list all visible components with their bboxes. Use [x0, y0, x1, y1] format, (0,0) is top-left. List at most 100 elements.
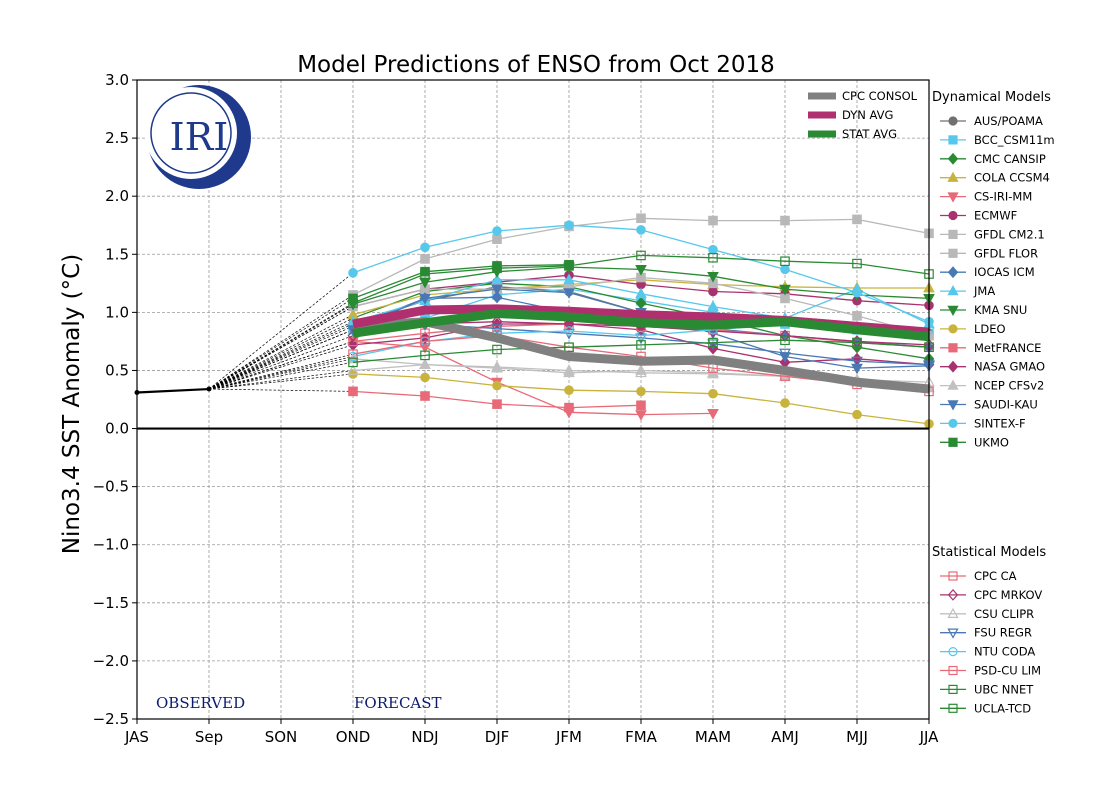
y-tick-label: 0.5	[105, 361, 129, 379]
average-series	[352, 304, 930, 394]
x-tick-label: FMA	[625, 728, 658, 746]
y-tick-label: 1.5	[105, 245, 129, 263]
legend-item-cola-ccsm4: COLA CCSM4	[940, 171, 1050, 185]
data-point	[420, 372, 430, 383]
data-point	[636, 225, 646, 235]
data-point	[491, 273, 503, 285]
legend-label: NTU CODA	[974, 645, 1035, 659]
data-point	[492, 344, 502, 355]
legend-label: SAUDI-KAU	[974, 398, 1038, 412]
data-point	[492, 234, 502, 244]
data-point	[635, 366, 647, 378]
legend-marker	[947, 607, 959, 619]
series-line-cs-iri-mm	[352, 340, 714, 416]
forecast-connectors	[208, 272, 354, 392]
data-point	[780, 293, 790, 304]
data-point	[348, 336, 358, 347]
data-point	[492, 226, 502, 236]
data-point	[851, 356, 863, 368]
series-gfdl-cm2-1	[348, 213, 934, 300]
forecast-connector	[208, 356, 354, 390]
legend-label: UBC NNET	[974, 682, 1034, 696]
legend-label: LDEO	[974, 322, 1006, 336]
forecast-connector	[208, 373, 354, 390]
data-point	[348, 386, 358, 397]
forecast-connector	[208, 344, 354, 390]
data-point	[708, 215, 718, 226]
series-ldeo	[348, 369, 934, 429]
legend-item-cpc-mrkov: CPC MRKOV	[940, 588, 1042, 602]
data-point	[635, 410, 647, 421]
legend-item-gfdl-cm2-1: GFDL CM2.1	[940, 227, 1045, 241]
legend-label: CPC CA	[974, 569, 1017, 583]
y-tick-label: −0.5	[93, 478, 129, 496]
data-point	[420, 350, 430, 361]
data-point	[636, 250, 646, 261]
data-point	[420, 269, 430, 279]
legend-label: CS-IRI-MM	[974, 190, 1032, 204]
legend-label: MetFRANCE	[974, 341, 1041, 355]
legend-marker	[948, 229, 958, 239]
forecast-connector	[208, 361, 354, 390]
legend-item-nasa-gmao: NASA GMAO	[940, 360, 1045, 374]
x-tick-label: OND	[336, 728, 371, 746]
legend-label: KMA SNU	[974, 303, 1027, 317]
data-point	[564, 220, 574, 231]
data-point	[491, 291, 503, 304]
data-point	[564, 342, 574, 353]
legend-item-ubc-nnet: UBC NNET	[940, 682, 1034, 696]
legend-item-fsu-regr: FSU REGR	[940, 626, 1032, 640]
data-point	[780, 256, 790, 267]
logo-ring	[150, 92, 232, 174]
data-point	[348, 268, 358, 278]
data-point	[491, 360, 503, 372]
legend-label-cpc-consol: CPC CONSOL	[842, 89, 918, 103]
observed-line	[136, 387, 210, 394]
legend-label: PSD-CU LIM	[974, 664, 1041, 678]
forecast-connector	[208, 329, 354, 390]
legend-label-stat-avg: STAT AVG	[842, 127, 897, 141]
data-point	[780, 335, 790, 346]
legend-marker	[948, 116, 958, 126]
x-tick-label: JAS	[124, 728, 149, 746]
legend-item-ukmo: UKMO	[940, 435, 1009, 449]
x-tick-label: SON	[265, 728, 298, 746]
data-point	[708, 286, 718, 297]
legend-marker	[947, 192, 959, 203]
data-point	[636, 330, 646, 341]
data-point	[852, 311, 862, 321]
data-point	[707, 300, 719, 311]
series-line-ubc-nnet	[352, 339, 930, 363]
dynamical-models-legend: Dynamical Models AUS/POAMA BCC_CSM11m CMC C…	[932, 90, 1055, 449]
y-axis-label: Nino3.4 SST Anomaly (°C)	[59, 254, 85, 554]
data-point	[348, 357, 358, 368]
data-point	[708, 388, 718, 399]
legend-marker	[948, 703, 958, 713]
data-point	[492, 380, 502, 391]
logo-inner-disc	[145, 87, 237, 179]
legend-label: UCLA-TCD	[974, 701, 1031, 715]
legend-marker	[948, 665, 958, 676]
legend-marker	[947, 152, 959, 165]
observed-series	[134, 386, 212, 396]
data-point	[852, 409, 862, 420]
statistical-models-legend: Statistical Models CPC CA CPC MRKOV CSU CLI…	[932, 545, 1046, 715]
data-point	[779, 348, 791, 360]
forecast-connector	[208, 314, 354, 390]
y-tick-label: −1.5	[93, 594, 129, 612]
legend-marker	[948, 684, 958, 695]
legend-marker	[947, 628, 959, 639]
legend-label: ECMWF	[974, 209, 1017, 223]
data-point	[636, 400, 646, 411]
data-point	[492, 399, 502, 409]
legend-item-ldeo: LDEO	[940, 322, 1006, 336]
legend-marker	[948, 343, 958, 353]
data-point	[420, 254, 430, 264]
legend-marker	[948, 571, 958, 581]
legend-label: IOCAS ICM	[974, 265, 1035, 279]
data-point	[852, 337, 862, 348]
y-tick-label: 1.0	[105, 303, 129, 321]
x-tick-label: MJJ	[846, 728, 868, 746]
forecast-connector	[208, 302, 354, 390]
